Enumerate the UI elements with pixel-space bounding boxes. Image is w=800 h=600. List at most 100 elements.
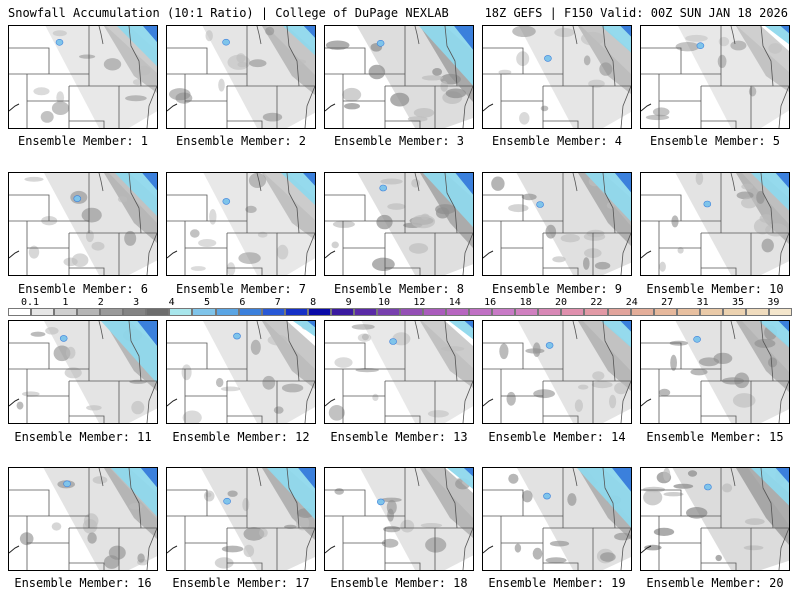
snowfall-patch [81,207,102,223]
heavy-snow-core [307,321,315,328]
snowfall-color-scale: 0.1 1 2 3 4 5 6 7 8 9 10 12 14 16 18 20 22 24 27 31 35 39 [8,297,792,319]
legend-label: 20 [554,297,568,308]
legend-swatch [54,308,78,316]
ensemble-member-map [8,25,158,129]
snow-max-cell [544,55,552,62]
state-border [543,562,579,570]
snowfall-patch [325,40,350,50]
snowfall-patch [732,393,756,408]
coastline [325,545,336,554]
heavy-snow-core [303,173,315,186]
snowfall-patch [276,244,289,260]
state-border [701,415,737,423]
legend-swatch [215,308,239,316]
snowfall-patch [332,220,355,228]
ensemble-member-map [324,467,474,571]
snowfall-patch [421,213,430,220]
snowfall-patch [540,105,549,112]
legend-swatch [100,308,124,316]
snowfall-patch [512,26,536,37]
snowfall-patch [372,393,379,401]
state-border [444,468,458,529]
snowfall-patch [591,381,613,389]
legend-swatch [77,308,101,316]
state-border [462,380,473,423]
snowfall-band [578,321,631,391]
ensemble-member-caption: Ensemble Member: 14 [488,430,626,444]
snowfall-patch [22,391,40,397]
heavy-snow-core [620,26,631,37]
snowfall-patch [432,68,442,76]
state-border [9,194,50,221]
snowfall-patch [198,239,217,247]
state-border [9,47,50,74]
heavy-snow-core [780,26,789,34]
snowfall-patch [380,497,402,503]
state-border [128,26,142,87]
state-border [760,321,774,382]
snowfall-patch [761,238,774,253]
state-border [483,489,524,516]
snowfall-patch [508,204,529,213]
snowfall-patch [249,59,267,68]
snowfall-patch [663,492,684,497]
state-border [602,321,616,382]
legend-swatch [8,308,32,316]
snowfall-patch [53,345,71,362]
snow-max-cell [223,497,231,505]
state-border [227,267,263,275]
coastline [9,103,20,112]
heavy-snow-core [463,468,473,477]
state-border [444,26,458,87]
snowfall-patch [408,243,429,254]
ensemble-member-map [166,172,316,276]
snowfall-patch [645,114,670,121]
heavy-snow-area [751,468,789,506]
state-border [146,380,157,423]
snowfall-patch [425,537,447,553]
coastline [483,545,494,554]
snowfall-patch [413,108,435,118]
legend-label: 10 [377,297,391,308]
legend-swatch [400,308,424,316]
snowfall-patch [124,230,137,246]
legend-swatch [376,308,400,316]
coastline [167,103,178,112]
state-border [69,562,105,570]
heavy-snow-area [577,468,631,528]
state-border [778,232,789,275]
state-border [414,173,420,192]
snowfall-patch [368,64,386,80]
snowfall-patch [265,26,275,36]
snowfall-patch [221,545,244,553]
legend-swatch [469,308,493,316]
snowfall-patch [427,410,449,418]
heavy-snow-area [419,26,473,86]
snowfall-patch [578,384,589,390]
state-border [602,26,616,87]
snowfall-patch [137,65,151,76]
snowfall-patch [532,342,541,357]
legend-label: 2 [97,297,104,308]
heavy-snow-core [455,173,473,195]
heavy-snow-area [601,26,631,53]
legend-label: 24 [625,297,638,308]
snowfall-patch [675,42,700,52]
ensemble-member-map [166,25,316,129]
legend-label: 1 [62,297,69,308]
snowfall-patch [344,103,360,110]
state-border [385,267,421,275]
snowfall-patch [730,40,747,51]
snowfall-patch [86,405,102,411]
snowfall-patch [686,507,708,519]
coastline [325,250,336,259]
legend-label: 39 [767,297,780,308]
snowfall-patch [129,503,143,510]
legend-label: 22 [590,297,603,308]
ensemble-member-map [166,467,316,571]
snowfall-patch [125,95,147,102]
legend-label: 8 [310,297,317,308]
legend-label: 3 [133,297,140,308]
state-border [620,527,631,570]
legend-swatch [722,308,746,316]
